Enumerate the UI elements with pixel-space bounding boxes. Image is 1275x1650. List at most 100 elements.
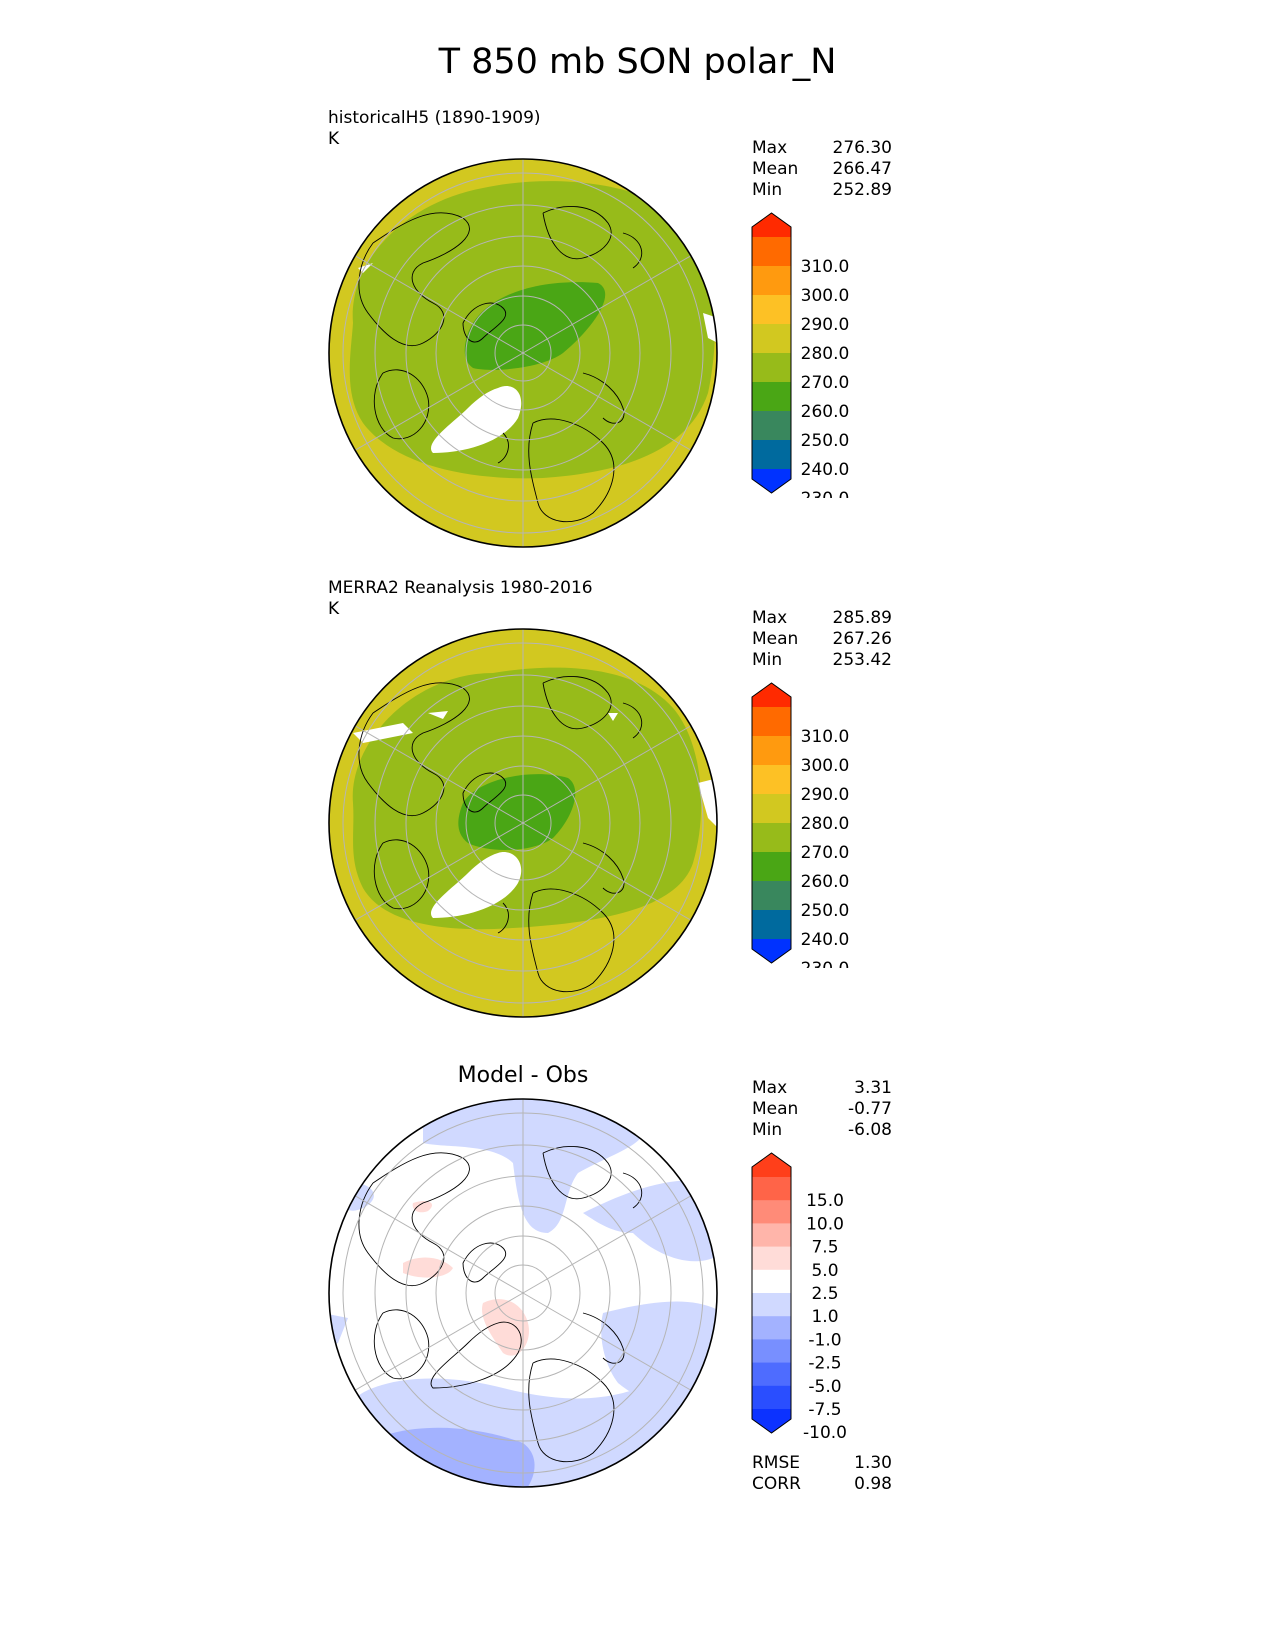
model-stat-min: Min 252.89 <box>752 180 892 201</box>
colorbar-swatches <box>751 1152 792 1434</box>
colorbar-tick-label: 300.0 <box>801 756 850 776</box>
colorbar-extend-max <box>752 213 791 237</box>
diff-panel-title: Model - Obs <box>457 1063 589 1088</box>
obs-panel-title: MERRA2 Reanalysis 1980-2016 <box>328 578 593 598</box>
arctic-cold-zone <box>464 282 606 370</box>
colorbar-tick-label: 290.0 <box>801 785 850 805</box>
stat-label: Mean <box>752 629 799 649</box>
metric-value: 0.98 <box>854 1474 892 1494</box>
stat-value: 285.89 <box>832 608 892 628</box>
stat-label: Mean <box>752 159 799 179</box>
colorbar-swatch <box>752 736 791 766</box>
arctic-cold-zone <box>458 774 576 850</box>
colorbar-swatch <box>752 852 791 882</box>
model-colorbar: 310.0 300.0 290.0 280.0 270.0 260.0 250.0 240.0… <box>751 212 850 498</box>
colorbar-swatch <box>752 411 791 441</box>
obs-stat-min: Min 253.42 <box>752 650 892 671</box>
diff-stat-max: Max 3.31 <box>752 1078 892 1099</box>
diff-colorbar: 15.0 10.0 7.5 5.0 2.5 1.0 -1.0 -2.5 -5.0 -7.5 -10.… <box>751 1152 847 1438</box>
colorbar-tick-label: -10.0 <box>803 1423 847 1438</box>
diff-stat-mean: Mean -0.77 <box>752 1099 892 1120</box>
colorbar-tick-label: 310.0 <box>801 727 850 747</box>
colorbar-tick-label: 290.0 <box>801 315 850 335</box>
colorbar-swatch <box>752 353 791 383</box>
obs-stat-max: Max 285.89 <box>752 608 892 629</box>
colorbar-tick-label: 280.0 <box>801 344 850 364</box>
stat-label: Min <box>752 180 783 200</box>
colorbar-outline <box>751 682 792 964</box>
map-boundary <box>328 628 718 1018</box>
strong-cool-zone <box>329 1427 535 1487</box>
map-boundary <box>328 1098 718 1488</box>
colorbar-tick-label: 7.5 <box>811 1238 838 1258</box>
colorbar-tick-label: 10.0 <box>806 1214 844 1234</box>
colorbar-tick-label: 260.0 <box>801 402 850 422</box>
colorbar-swatch <box>752 707 791 737</box>
colorbar-swatch <box>752 1293 791 1317</box>
colorbar-extend-min <box>752 939 791 963</box>
stat-value: 3.31 <box>854 1078 892 1098</box>
colorbar-swatches <box>751 212 792 494</box>
colorbar-tick-label: 2.5 <box>811 1284 838 1304</box>
stat-label: Max <box>752 1078 788 1098</box>
stat-value: -6.08 <box>848 1120 892 1140</box>
colorbar-swatch <box>752 237 791 267</box>
stat-label: Max <box>752 138 788 158</box>
siberia-cool-zone <box>601 1301 717 1412</box>
colorbar-ticks: 310.0 300.0 290.0 280.0 270.0 260.0 250.0 240.0… <box>801 257 850 498</box>
colorbar-swatch <box>752 1177 791 1201</box>
metric-value: 1.30 <box>854 1453 892 1473</box>
model-polar-map <box>328 158 718 548</box>
colorbar-tick-label: 5.0 <box>811 1261 838 1281</box>
stat-value: -0.77 <box>848 1099 892 1119</box>
stat-value: 253.42 <box>832 650 892 670</box>
colorbar-swatch <box>752 881 791 911</box>
colorbar-tick-label: -5.0 <box>808 1377 841 1397</box>
colorbar-swatch <box>752 1316 791 1340</box>
east-cool-zone <box>583 1180 717 1262</box>
metric-label: CORR <box>752 1474 801 1494</box>
colorbar-extend-max <box>752 1153 791 1177</box>
colorbar-swatch <box>752 1223 791 1248</box>
stat-value: 276.30 <box>832 138 892 158</box>
stat-value: 252.89 <box>832 180 892 200</box>
colorbar-swatch <box>752 1269 791 1294</box>
obs-colorbar: 310.0 300.0 290.0 280.0 270.0 260.0 250.0 240.0… <box>751 682 850 968</box>
model-stat-max: Max 276.30 <box>752 138 892 159</box>
coastlines <box>358 206 643 523</box>
north-pacific-cool-zone <box>423 1099 645 1233</box>
colorbar-swatch <box>752 1246 791 1271</box>
colorbar-extend-min <box>752 469 791 493</box>
stat-label: Min <box>752 650 783 670</box>
colorbar-tick-label: 15.0 <box>806 1191 844 1211</box>
stat-value: 266.47 <box>832 159 892 179</box>
lat-lon-grid <box>342 159 704 547</box>
colorbar-tick-label: 230.0 <box>801 959 850 968</box>
colorbar-tick-label: -2.5 <box>808 1354 841 1374</box>
colorbar-swatch <box>752 1200 791 1224</box>
colorbar-swatch <box>752 765 791 795</box>
colorbar-swatch <box>752 295 791 325</box>
colorbar-tick-label: 300.0 <box>801 286 850 306</box>
obs-panel-units: K <box>328 599 340 619</box>
diff-metric-rmse: RMSE 1.30 <box>752 1453 892 1474</box>
colorbar-tick-label: -1.0 <box>808 1330 841 1350</box>
stat-value: 267.26 <box>832 629 892 649</box>
colorbar-tick-label: 1.0 <box>811 1307 838 1327</box>
stat-label: Mean <box>752 1099 799 1119</box>
metric-label: RMSE <box>752 1453 801 1473</box>
colorbar-tick-label: 240.0 <box>801 460 850 480</box>
model-stat-mean: Mean 266.47 <box>752 159 892 180</box>
colorbar-tick-label: 240.0 <box>801 930 850 950</box>
colorbar-swatch <box>752 910 791 940</box>
stat-label: Max <box>752 608 788 628</box>
diff-polar-map <box>328 1098 718 1488</box>
colorbar-ticks: 310.0 300.0 290.0 280.0 270.0 260.0 250.0 240.0… <box>801 727 850 968</box>
coastlines <box>358 1146 643 1463</box>
colorbar-swatch <box>752 1339 791 1364</box>
model-panel-units: K <box>328 129 340 149</box>
colorbar-swatch <box>752 266 791 296</box>
colorbar-swatch <box>752 823 791 853</box>
figure-title: T 850 mb SON polar_N <box>438 42 837 82</box>
colorbar-tick-label: 280.0 <box>801 814 850 834</box>
